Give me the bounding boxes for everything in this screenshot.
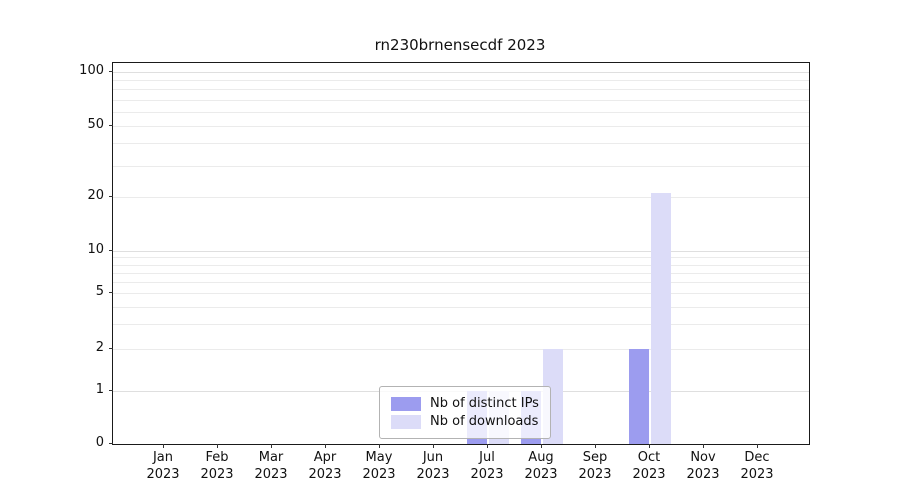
x-tick-label: Apr 2023 bbox=[308, 450, 342, 482]
gridline bbox=[113, 143, 809, 145]
legend-swatch-downloads bbox=[391, 414, 421, 429]
gridline bbox=[113, 99, 809, 101]
x-tick-mark bbox=[271, 444, 272, 448]
legend-label-downloads: Nb of downloads bbox=[430, 414, 539, 429]
x-tick-label: Nov 2023 bbox=[686, 450, 720, 482]
y-tick-mark bbox=[109, 71, 113, 72]
x-tick-mark bbox=[595, 444, 596, 448]
gridline-major bbox=[113, 251, 809, 252]
legend-swatch-distinct-ips bbox=[391, 396, 421, 411]
x-tick-label: Sep 2023 bbox=[578, 450, 612, 482]
y-tick-label: 1 bbox=[95, 382, 104, 397]
y-tick-mark bbox=[109, 347, 113, 349]
y-tick-mark bbox=[109, 250, 113, 251]
y-tick-mark bbox=[109, 390, 113, 391]
x-tick-mark bbox=[325, 444, 326, 448]
legend-label-distinct-ips: Nb of distinct IPs bbox=[430, 396, 539, 411]
gridline bbox=[113, 324, 809, 326]
y-tick-label: 50 bbox=[87, 116, 104, 132]
x-tick-mark bbox=[379, 444, 380, 448]
x-tick-label: Dec 2023 bbox=[740, 450, 774, 482]
plot-area: Nb of distinct IPs Nb of downloads bbox=[112, 62, 810, 445]
gridline bbox=[113, 257, 809, 259]
x-tick-label: Aug 2023 bbox=[524, 450, 558, 482]
y-tick-label: 5 bbox=[95, 284, 104, 300]
y-tick-mark bbox=[109, 196, 113, 198]
y-tick-label: 0 bbox=[95, 435, 104, 450]
gridline bbox=[113, 306, 809, 308]
y-tick-label: 100 bbox=[79, 63, 104, 78]
gridline bbox=[113, 282, 809, 284]
x-tick-mark bbox=[163, 444, 164, 448]
y-tick-mark bbox=[109, 124, 113, 126]
gridline bbox=[113, 197, 809, 199]
gridline bbox=[113, 165, 809, 167]
bar-oct-downloads bbox=[651, 193, 671, 444]
y-tick-mark bbox=[109, 443, 113, 444]
gridline-major bbox=[113, 72, 809, 73]
x-tick-mark bbox=[433, 444, 434, 448]
x-tick-mark bbox=[217, 444, 218, 448]
x-tick-label: Jul 2023 bbox=[470, 450, 504, 482]
y-tick-label: 2 bbox=[95, 339, 104, 355]
gridline bbox=[113, 293, 809, 295]
gridline bbox=[113, 111, 809, 113]
bar-oct-distinct-ips bbox=[629, 348, 649, 444]
gridline bbox=[113, 89, 809, 91]
gridline bbox=[113, 348, 809, 350]
gridline bbox=[113, 264, 809, 266]
x-tick-label: Oct 2023 bbox=[632, 450, 666, 482]
x-tick-label: Feb 2023 bbox=[200, 450, 234, 482]
legend: Nb of distinct IPs Nb of downloads bbox=[379, 386, 551, 439]
x-tick-label: Jun 2023 bbox=[416, 450, 450, 482]
y-tick-mark bbox=[109, 292, 113, 294]
x-tick-mark bbox=[487, 444, 488, 448]
y-tick-label: 10 bbox=[87, 242, 104, 257]
chart-title: rn230brnensecdf 2023 bbox=[374, 36, 546, 54]
x-tick-mark bbox=[757, 444, 758, 448]
gridline bbox=[113, 125, 809, 127]
x-tick-label: May 2023 bbox=[362, 450, 396, 482]
gridline bbox=[113, 80, 809, 82]
x-tick-label: Mar 2023 bbox=[254, 450, 288, 482]
x-tick-mark bbox=[703, 444, 704, 448]
y-tick-label: 20 bbox=[87, 188, 104, 204]
x-tick-mark bbox=[649, 444, 650, 448]
x-tick-mark bbox=[541, 444, 542, 448]
legend-entry-downloads: Nb of downloads bbox=[391, 414, 539, 429]
x-tick-label: Jan 2023 bbox=[146, 450, 180, 482]
gridline bbox=[113, 272, 809, 274]
legend-entry-distinct-ips: Nb of distinct IPs bbox=[391, 396, 539, 411]
